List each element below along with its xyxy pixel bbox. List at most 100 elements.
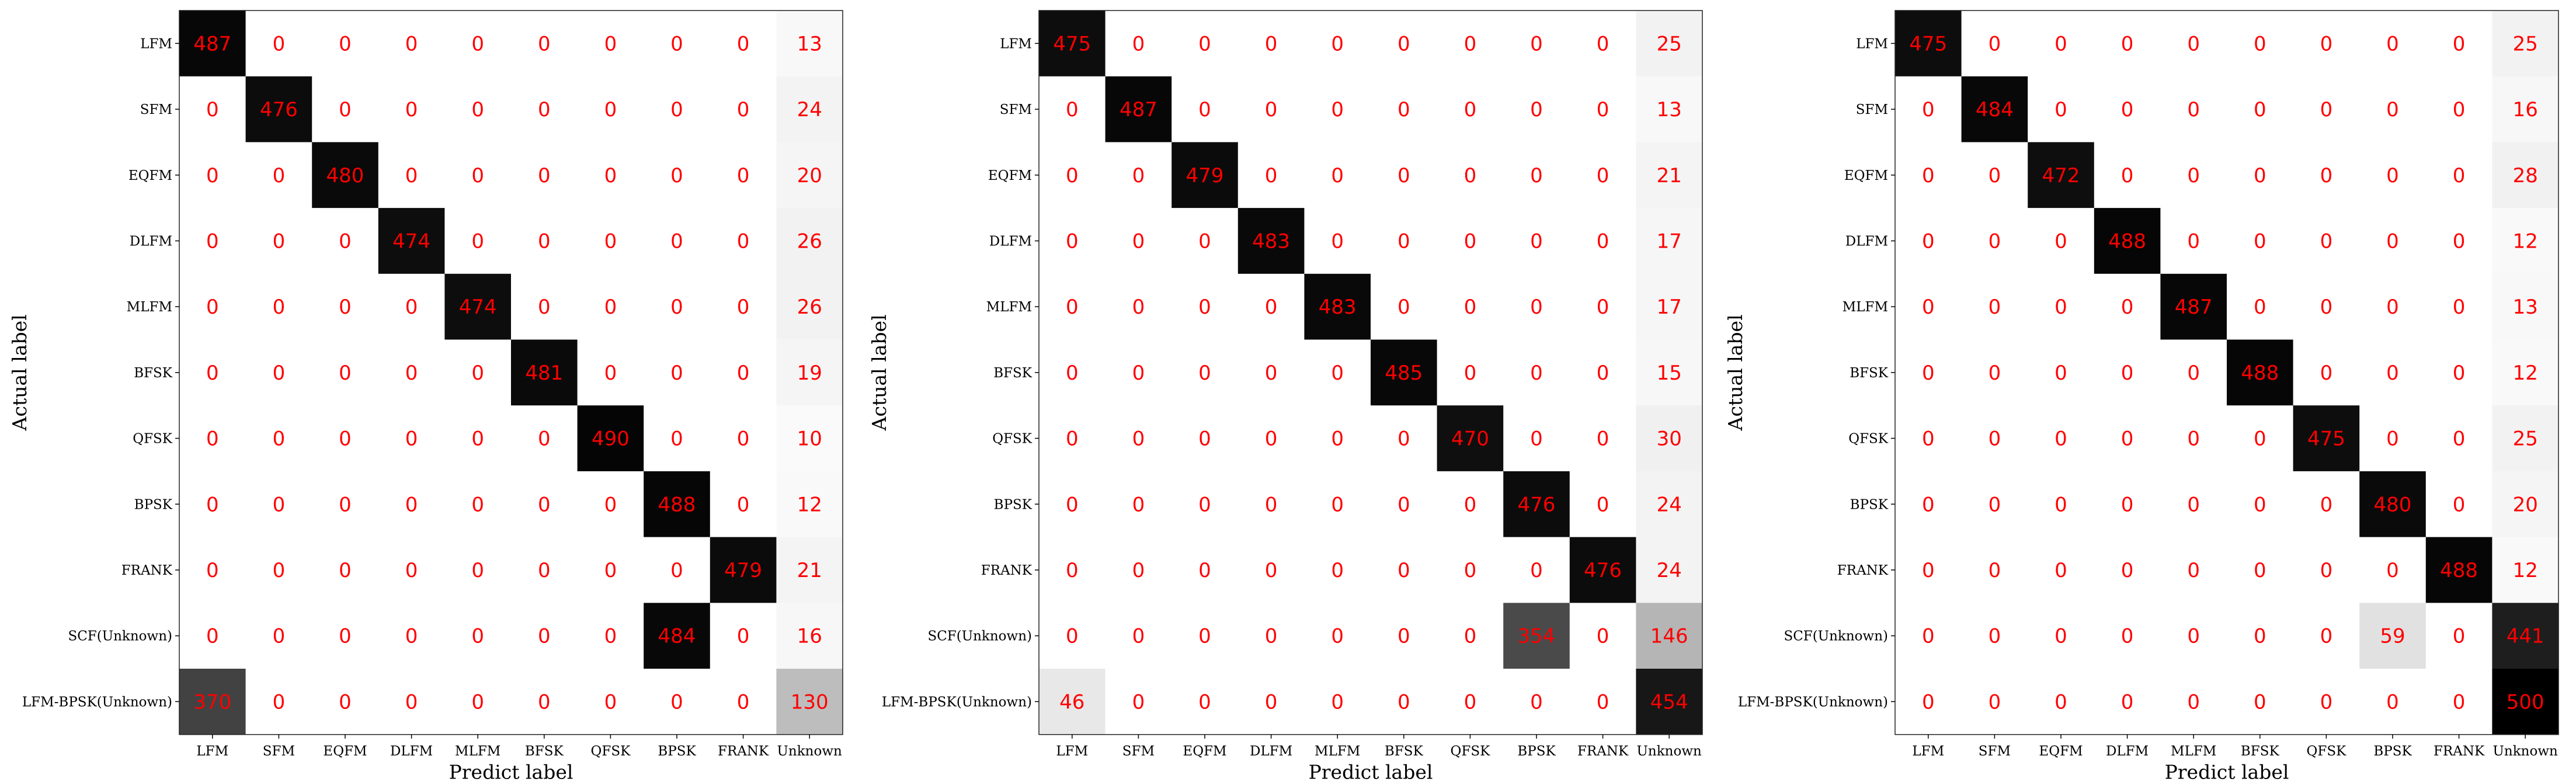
heatmap-cell xyxy=(1237,11,1305,77)
cell-value: 0 xyxy=(2121,98,2134,121)
cell-value: 0 xyxy=(273,428,286,451)
cell-value: 21 xyxy=(797,559,822,582)
cell-value: 0 xyxy=(538,296,551,319)
y-tick-label: BPSK xyxy=(994,497,1033,512)
heatmap-cell xyxy=(1569,76,1636,143)
heatmap-cell xyxy=(378,405,445,472)
cell-value: 0 xyxy=(1464,32,1477,55)
y-tick-label: MLFM xyxy=(986,300,1032,315)
heatmap-cell xyxy=(1105,603,1172,669)
cell-value: 0 xyxy=(471,164,484,187)
x-tick-label: QFSK xyxy=(1451,744,1491,759)
cell-value: 474 xyxy=(459,296,497,319)
y-tick-label: EQFM xyxy=(1844,168,1888,183)
cell-value: 0 xyxy=(2320,362,2333,385)
cell-value: 0 xyxy=(2254,625,2266,648)
cell-value: 479 xyxy=(1186,164,1224,187)
cell-value: 0 xyxy=(1464,362,1477,385)
heatmap-cell xyxy=(179,537,246,603)
heatmap-cell xyxy=(1371,11,1438,77)
cell-value: 0 xyxy=(1265,296,1278,319)
cell-value: 0 xyxy=(1989,362,2001,385)
cell-value: 0 xyxy=(1922,362,1935,385)
heatmap-cell xyxy=(1503,405,1570,472)
heatmap-cell xyxy=(179,142,246,208)
heatmap-cell xyxy=(710,537,777,603)
cell-value: 0 xyxy=(1265,32,1278,55)
heatmap-cell xyxy=(2160,339,2227,406)
heatmap-cell xyxy=(1636,537,1703,603)
cell-value: 0 xyxy=(1331,164,1344,187)
cell-value: 0 xyxy=(1397,32,1410,55)
cell-value: 0 xyxy=(405,493,418,516)
y-tick-label: SFM xyxy=(1856,102,1888,117)
x-axis-label: Predict label xyxy=(449,761,573,782)
heatmap-cell xyxy=(1371,405,1438,472)
heatmap-cell xyxy=(1961,537,2028,603)
heatmap-cell xyxy=(2160,669,2227,735)
confusion-matrix-3: 475 0 0 0 0 0 0 0 0 25 0 484 0 0 0 0 0 0 0 16 0 0 472 0 0 0 0 0 0 28 0… xyxy=(1724,10,2559,782)
cell-value: 12 xyxy=(2513,559,2538,582)
heatmap-cell xyxy=(2028,273,2095,340)
y-tick-label: BFSK xyxy=(1850,366,1889,381)
heatmap-cell xyxy=(2227,208,2294,274)
heatmap-cell xyxy=(1503,669,1570,735)
cell-value: 472 xyxy=(2042,164,2080,187)
cell-value: 0 xyxy=(2054,362,2067,385)
y-tick-label: LFM xyxy=(140,36,172,51)
cell-value: 475 xyxy=(1909,32,1947,55)
heatmap-cell xyxy=(2492,669,2559,735)
heatmap-cell xyxy=(2094,537,2161,603)
cell-value: 487 xyxy=(193,32,231,55)
cell-value: 0 xyxy=(405,428,418,451)
heatmap-cell xyxy=(1171,537,1239,603)
heatmap-cell xyxy=(1237,405,1305,472)
cell-value: 0 xyxy=(1331,559,1344,582)
heatmap-cell xyxy=(2492,405,2559,472)
cell-value: 0 xyxy=(2054,428,2067,451)
heatmap-cell xyxy=(1304,208,1371,274)
heatmap-cell xyxy=(1039,537,1106,603)
cell-value: 13 xyxy=(1657,98,1682,121)
y-tick-label: BPSK xyxy=(134,497,173,512)
cell-value: 0 xyxy=(604,493,617,516)
cell-value: 0 xyxy=(1397,428,1410,451)
heatmap-cell xyxy=(444,669,512,735)
cell-value: 0 xyxy=(2453,428,2466,451)
heatmap-cell xyxy=(2425,208,2492,274)
heatmap-cell xyxy=(312,11,379,77)
heatmap-cell xyxy=(1636,471,1703,538)
cell-value: 0 xyxy=(1464,625,1477,648)
heatmap-cell xyxy=(1503,142,1570,208)
cell-value: 0 xyxy=(1530,296,1543,319)
heatmap-cell xyxy=(1895,603,1962,669)
cell-value: 10 xyxy=(797,428,822,451)
cell-value: 0 xyxy=(405,690,418,714)
y-tick-label: SCF(Unknown) xyxy=(68,629,172,644)
cell-value: 0 xyxy=(206,559,219,582)
heatmap-cell xyxy=(444,208,512,274)
heatmap-cell xyxy=(1569,405,1636,472)
x-tick-label: QFSK xyxy=(591,744,631,759)
heatmap-cell xyxy=(1237,603,1305,669)
cell-value: 0 xyxy=(339,362,352,385)
heatmap-cell xyxy=(245,405,312,472)
heatmap-cell xyxy=(1171,339,1239,406)
heatmap-cell xyxy=(710,273,777,340)
heatmap-cell xyxy=(1171,76,1239,143)
x-tick-label: SFM xyxy=(1979,744,2011,759)
y-tick-label: FRANK xyxy=(981,563,1033,578)
heatmap-cell xyxy=(1039,669,1106,735)
heatmap-cell xyxy=(1437,273,1504,340)
heatmap-cell xyxy=(1569,537,1636,603)
cell-value: 0 xyxy=(1198,428,1211,451)
heatmap-cell xyxy=(2227,537,2294,603)
cell-value: 354 xyxy=(1518,625,1556,648)
cell-value: 0 xyxy=(2187,625,2200,648)
cell-value: 0 xyxy=(1922,230,1935,253)
cell-value: 0 xyxy=(1922,164,1935,187)
cell-value: 0 xyxy=(273,559,286,582)
cell-value: 0 xyxy=(2054,98,2067,121)
heatmap-cell xyxy=(776,471,843,538)
cell-value: 481 xyxy=(525,362,563,385)
